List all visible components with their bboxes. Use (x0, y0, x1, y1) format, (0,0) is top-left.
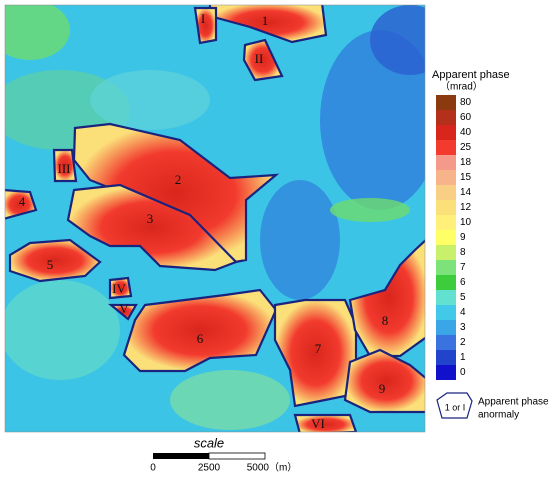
legend-label: 1 (460, 352, 466, 363)
legend-label: 10 (460, 217, 472, 228)
legend-swatch (436, 320, 456, 335)
scale-bar (153, 453, 209, 459)
anomaly-area (348, 239, 425, 358)
legend-swatch (436, 125, 456, 140)
legend-swatch (436, 110, 456, 125)
anomaly-area (293, 413, 358, 432)
legend-swatch (436, 140, 456, 155)
anomaly-area (107, 303, 138, 321)
legend-swatch (436, 185, 456, 200)
legend-swatch (436, 230, 456, 245)
anomaly-label: V (119, 301, 129, 316)
anomaly-label: 8 (382, 313, 389, 328)
legend-swatch (436, 245, 456, 260)
scale-label: 5000（m） (247, 462, 298, 474)
anomaly-label: 3 (147, 211, 154, 226)
legend-label: 25 (460, 142, 472, 153)
anomaly-label: III (58, 161, 71, 176)
scale-bar (208, 452, 266, 460)
anomaly-label: 4 (19, 194, 26, 209)
legend-swatch (436, 170, 456, 185)
anomaly-label: 7 (315, 341, 322, 356)
scale-label: 2500 (198, 463, 221, 474)
legend-label: 3 (460, 322, 466, 333)
legend-swatch (436, 305, 456, 320)
anomaly-area (72, 122, 280, 265)
anomaly-label: 6 (197, 331, 204, 346)
legend-label: 80 (460, 97, 472, 108)
anomaly-area (193, 6, 218, 45)
legend-label: 9 (460, 232, 466, 243)
legend-label: 4 (460, 307, 466, 318)
anomaly-area (52, 148, 78, 183)
anomaly-area (122, 288, 278, 373)
legend-swatch (436, 215, 456, 230)
anomaly-area (343, 348, 425, 414)
legend-label: 12 (460, 202, 472, 213)
legend-swatch (436, 155, 456, 170)
legend-label: 8 (460, 247, 466, 258)
anomaly-label: 9 (379, 381, 386, 396)
anomaly-label: 5 (47, 257, 54, 272)
scale-label: 0 (150, 463, 156, 474)
anomaly-area (108, 276, 133, 300)
key-text: Apparent phase (478, 397, 549, 408)
key-symbol-label: 1 or I (445, 402, 466, 412)
anomaly-label: VI (311, 416, 325, 431)
key-text: anormaly (478, 410, 519, 421)
anomaly-area (242, 38, 284, 82)
legend-label: 0 (460, 367, 466, 378)
legend-label: 40 (460, 127, 472, 138)
legend-swatch (436, 290, 456, 305)
legend-label: 14 (460, 187, 472, 198)
anomaly-label: I (201, 11, 205, 26)
legend-swatch (436, 200, 456, 215)
anomaly-label: IV (112, 281, 126, 296)
scale-title: scale (194, 435, 224, 450)
legend-label: 7 (460, 262, 466, 273)
legend-label: 2 (460, 337, 466, 348)
anomaly-area (66, 183, 238, 272)
legend-swatch (436, 275, 456, 290)
legend-unit: （mrad） (440, 81, 483, 93)
legend-label: 5 (460, 292, 466, 303)
anomaly-label: II (255, 51, 264, 66)
anomaly-area (8, 238, 102, 283)
legend-swatch (436, 335, 456, 350)
legend-swatch (436, 365, 456, 380)
legend-label: 60 (460, 112, 472, 123)
anomaly-label: 1 (262, 13, 269, 28)
legend-title: Apparent phase (432, 69, 510, 81)
legend-swatch (436, 350, 456, 365)
key-symbol (436, 392, 473, 419)
legend-label: 6 (460, 277, 466, 288)
legend-label: 18 (460, 157, 472, 168)
anomaly-label: 2 (175, 172, 182, 187)
anomaly-area (5, 189, 38, 220)
legend-swatch (436, 260, 456, 275)
legend-swatch (436, 95, 456, 110)
legend-label: 15 (460, 172, 472, 183)
